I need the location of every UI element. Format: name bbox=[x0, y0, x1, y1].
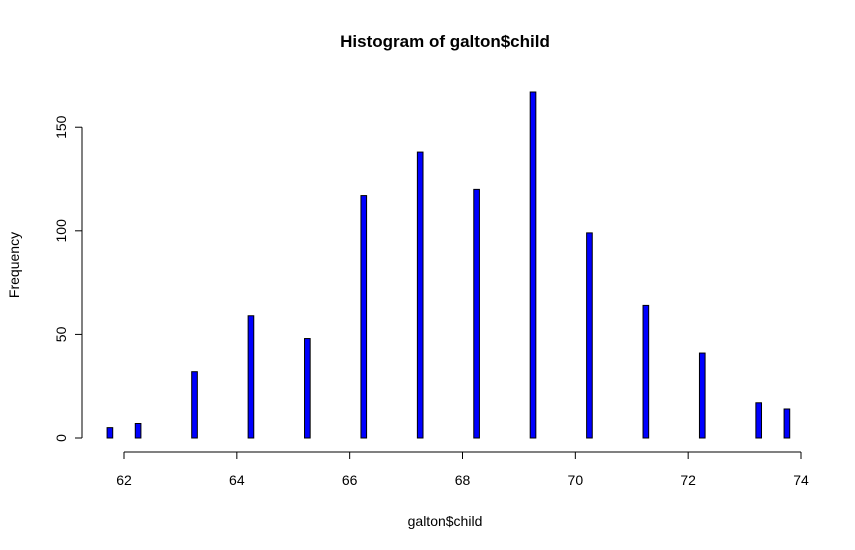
x-axis-label: galton$child bbox=[408, 513, 483, 529]
histogram-bar bbox=[416, 151, 424, 439]
x-tick-label: 74 bbox=[793, 472, 809, 488]
histogram-bar bbox=[642, 304, 650, 439]
histogram-bar bbox=[755, 402, 763, 439]
histogram-bar bbox=[191, 371, 198, 439]
histogram-bar bbox=[529, 91, 537, 439]
chart-title: Histogram of galton$child bbox=[340, 32, 550, 51]
x-axis: 62 64 66 68 70 72 74 bbox=[116, 451, 809, 488]
histogram-bar bbox=[360, 195, 368, 439]
histogram-bar bbox=[473, 188, 480, 439]
histogram-bar bbox=[134, 423, 142, 439]
histogram-bar bbox=[783, 408, 791, 439]
x-tick-label: 66 bbox=[342, 472, 358, 488]
histogram-bar bbox=[698, 352, 706, 439]
bars-group bbox=[106, 91, 791, 439]
y-tick-label: 50 bbox=[53, 326, 69, 342]
histogram-bar bbox=[304, 338, 311, 439]
x-tick-label: 62 bbox=[116, 472, 132, 488]
x-tick-label: 64 bbox=[229, 472, 245, 488]
y-tick-label: 100 bbox=[53, 219, 69, 243]
histogram-bar bbox=[247, 315, 255, 439]
y-tick-label: 0 bbox=[53, 434, 69, 442]
y-tick-label: 150 bbox=[53, 115, 69, 139]
x-tick-label: 68 bbox=[455, 472, 471, 488]
histogram-bar bbox=[106, 427, 114, 439]
histogram-bar bbox=[586, 232, 593, 439]
y-axis-label: Frequency bbox=[6, 232, 22, 298]
y-axis: 0 50 100 150 bbox=[53, 115, 83, 442]
x-tick-label: 70 bbox=[568, 472, 584, 488]
x-tick-label: 72 bbox=[680, 472, 696, 488]
